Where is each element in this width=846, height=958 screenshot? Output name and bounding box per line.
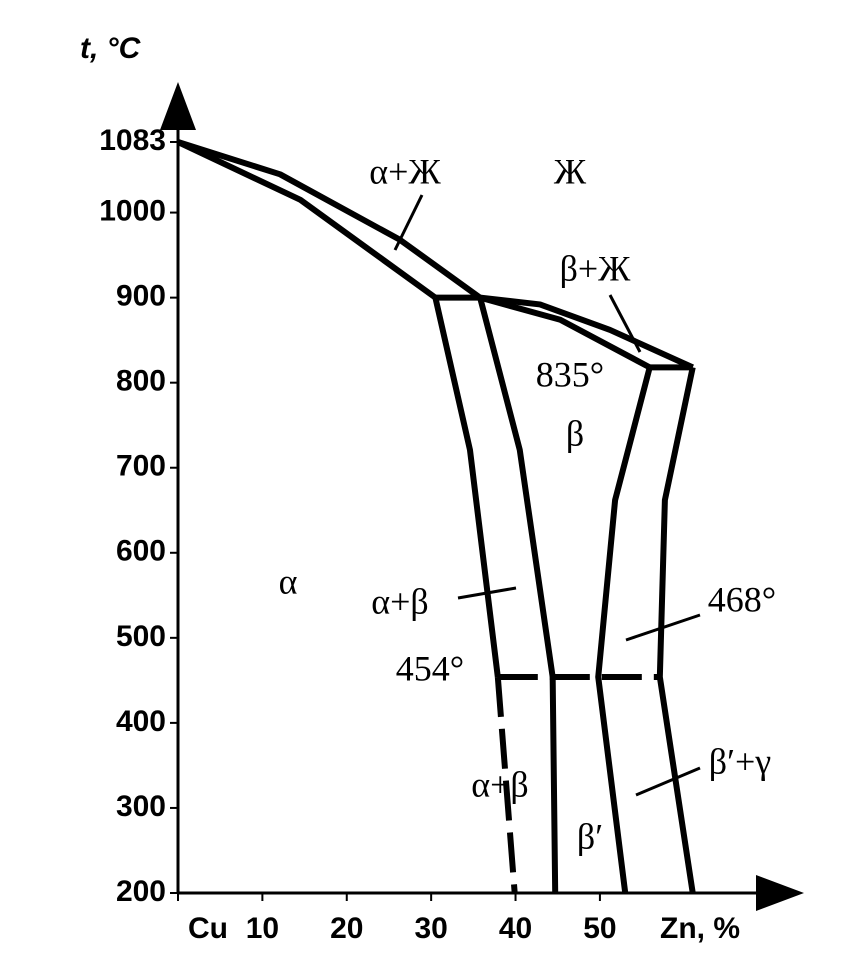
annotation: β+Ж [560,248,632,288]
phase-boundary [176,139,438,301]
phase-boundary [432,296,501,678]
annotation: α [279,561,298,601]
y-tick-label: 500 [116,620,166,653]
annotation: α+β [471,764,528,804]
annotation: Ж [554,151,587,191]
y-tick-label: 200 [116,875,166,908]
annotation: α+β [371,581,428,621]
phase-boundary [479,294,652,371]
x-tick-label: 50 [583,912,616,945]
y-tick-label: 1083 [99,124,166,157]
x-tick-label: 10 [246,912,279,945]
phase-boundary [477,296,559,894]
annotation: β′ [577,816,603,856]
y-tick-label: 600 [116,535,166,568]
annotation: β′+γ [709,741,771,781]
x-axis-label: Zn, % [660,912,740,945]
y-tick-label: 400 [116,705,166,738]
phase-boundary [494,676,518,894]
annotation: β [566,413,584,453]
annotation: α+Ж [369,151,441,191]
y-axis-label: t, °C [80,32,142,65]
annotation: 454° [396,648,464,688]
phase-boundary [656,366,696,894]
phase-boundary [595,366,653,894]
annotation: 468° [708,579,776,619]
leaders [393,194,701,797]
y-tick-label: 300 [116,790,166,823]
y-tick-label: 900 [116,280,166,313]
y-tick-label: 700 [116,450,166,483]
x-tick-label: Cu [188,912,228,945]
x-tick-label: 20 [330,912,363,945]
y-tick-label: 1000 [99,195,166,228]
x-tick-label: 30 [414,912,447,945]
y-tick-label: 800 [116,365,166,398]
annotation: 835° [536,354,604,394]
x-tick-label: 40 [499,912,532,945]
